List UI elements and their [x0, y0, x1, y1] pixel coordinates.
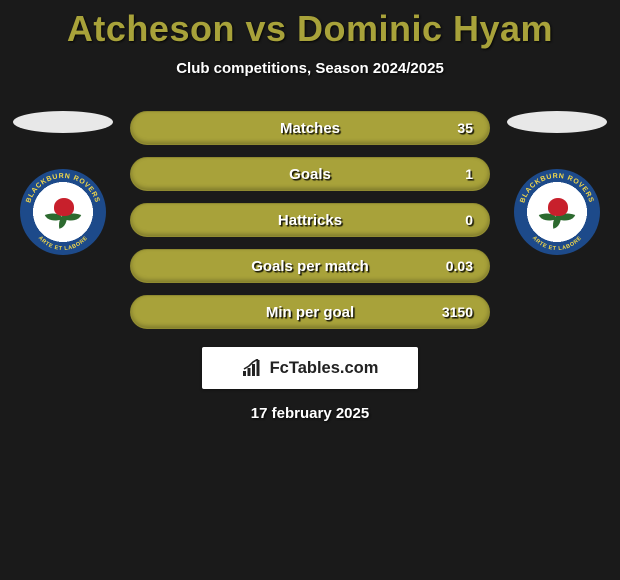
stat-row-min-per-goal: Min per goal 3150 [130, 295, 490, 329]
stat-value: 35 [457, 120, 473, 136]
player-left-column: BLACKBURN ROVERS ARTE ET LABORE [8, 111, 118, 255]
stat-row-matches: Matches 35 [130, 111, 490, 145]
stat-label: Hattricks [278, 212, 342, 229]
player-right-column: BLACKBURN ROVERS ARTE ET LABORE [502, 111, 612, 255]
footer-date: 17 february 2025 [0, 405, 620, 422]
club-badge-ring: BLACKBURN ROVERS ARTE ET LABORE [514, 169, 600, 255]
stat-value: 3150 [442, 304, 473, 320]
stat-label: Goals per match [251, 258, 369, 275]
player-left-avatar-placeholder [13, 111, 113, 133]
club-badge-ring: BLACKBURN ROVERS ARTE ET LABORE [20, 169, 106, 255]
page-subtitle: Club competitions, Season 2024/2025 [0, 60, 620, 77]
credit-link[interactable]: FcTables.com [202, 347, 418, 389]
stat-value: 1 [465, 166, 473, 182]
stat-value: 0 [465, 212, 473, 228]
stat-row-hattricks: Hattricks 0 [130, 203, 490, 237]
stat-label: Matches [280, 120, 340, 137]
page-title: Atcheson vs Dominic Hyam [0, 8, 620, 50]
rose-icon [540, 198, 574, 226]
stat-label: Min per goal [266, 304, 354, 321]
player-left-club-badge: BLACKBURN ROVERS ARTE ET LABORE [20, 169, 106, 255]
comparison-layout: BLACKBURN ROVERS ARTE ET LABORE [0, 111, 620, 329]
bar-chart-icon [242, 359, 264, 377]
stat-row-goals-per-match: Goals per match 0.03 [130, 249, 490, 283]
stats-list: Matches 35 Goals 1 Hattricks 0 Goals per… [130, 111, 490, 329]
player-right-club-badge: BLACKBURN ROVERS ARTE ET LABORE [514, 169, 600, 255]
player-right-avatar-placeholder [507, 111, 607, 133]
comparison-card: Atcheson vs Dominic Hyam Club competitio… [0, 0, 620, 422]
stat-label: Goals [289, 166, 331, 183]
club-badge-center [34, 183, 92, 241]
club-badge-center [528, 183, 586, 241]
credit-label: FcTables.com [270, 359, 379, 378]
rose-icon [46, 198, 80, 226]
stat-value: 0.03 [446, 258, 473, 274]
stat-row-goals: Goals 1 [130, 157, 490, 191]
